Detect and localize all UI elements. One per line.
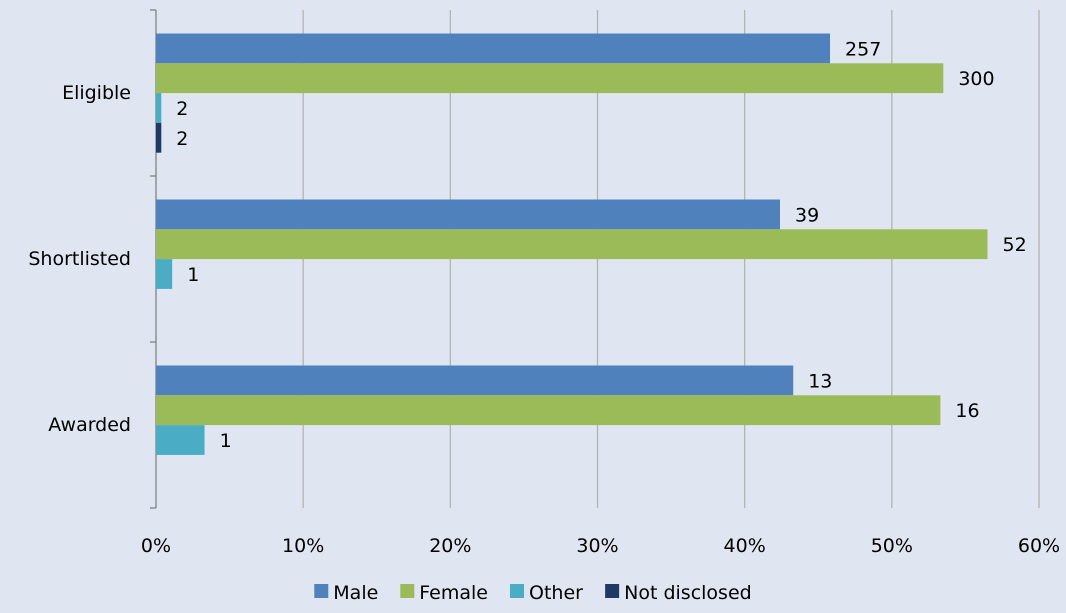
legend-swatch bbox=[400, 584, 414, 598]
bar bbox=[156, 425, 205, 455]
x-tick-label: 60% bbox=[1018, 535, 1060, 557]
legend-label: Female bbox=[419, 582, 488, 604]
bar bbox=[156, 229, 987, 259]
data-label: 13 bbox=[808, 370, 832, 392]
bar bbox=[156, 123, 161, 153]
category-label: Shortlisted bbox=[28, 248, 131, 270]
bar bbox=[156, 34, 830, 64]
data-label: 39 bbox=[795, 204, 819, 226]
legend-label: Other bbox=[529, 582, 583, 604]
data-label: 52 bbox=[1002, 234, 1026, 256]
legend-swatch bbox=[510, 584, 524, 598]
legend-swatch bbox=[314, 584, 328, 598]
bar bbox=[156, 63, 943, 93]
category-label: Awarded bbox=[48, 414, 131, 436]
data-label: 16 bbox=[955, 400, 979, 422]
x-tick-label: 50% bbox=[871, 535, 913, 557]
bar bbox=[156, 93, 161, 123]
legend-label: Not disclosed bbox=[624, 582, 752, 604]
data-label: 2 bbox=[176, 98, 188, 120]
legend-swatch bbox=[605, 584, 619, 598]
bar bbox=[156, 200, 780, 230]
data-label: 1 bbox=[187, 264, 199, 286]
x-tick-label: 20% bbox=[429, 535, 471, 557]
x-tick-label: 30% bbox=[576, 535, 618, 557]
x-tick-label: 10% bbox=[282, 535, 324, 557]
category-label: Eligible bbox=[62, 82, 131, 104]
x-tick-label: 0% bbox=[141, 535, 171, 557]
data-label: 300 bbox=[958, 68, 994, 90]
legend-label: Male bbox=[333, 582, 378, 604]
data-label: 1 bbox=[220, 430, 232, 452]
bar bbox=[156, 366, 793, 396]
bar bbox=[156, 395, 940, 425]
data-label: 257 bbox=[845, 38, 881, 60]
x-tick-label: 40% bbox=[724, 535, 766, 557]
bar bbox=[156, 259, 172, 289]
data-label: 2 bbox=[176, 128, 188, 150]
